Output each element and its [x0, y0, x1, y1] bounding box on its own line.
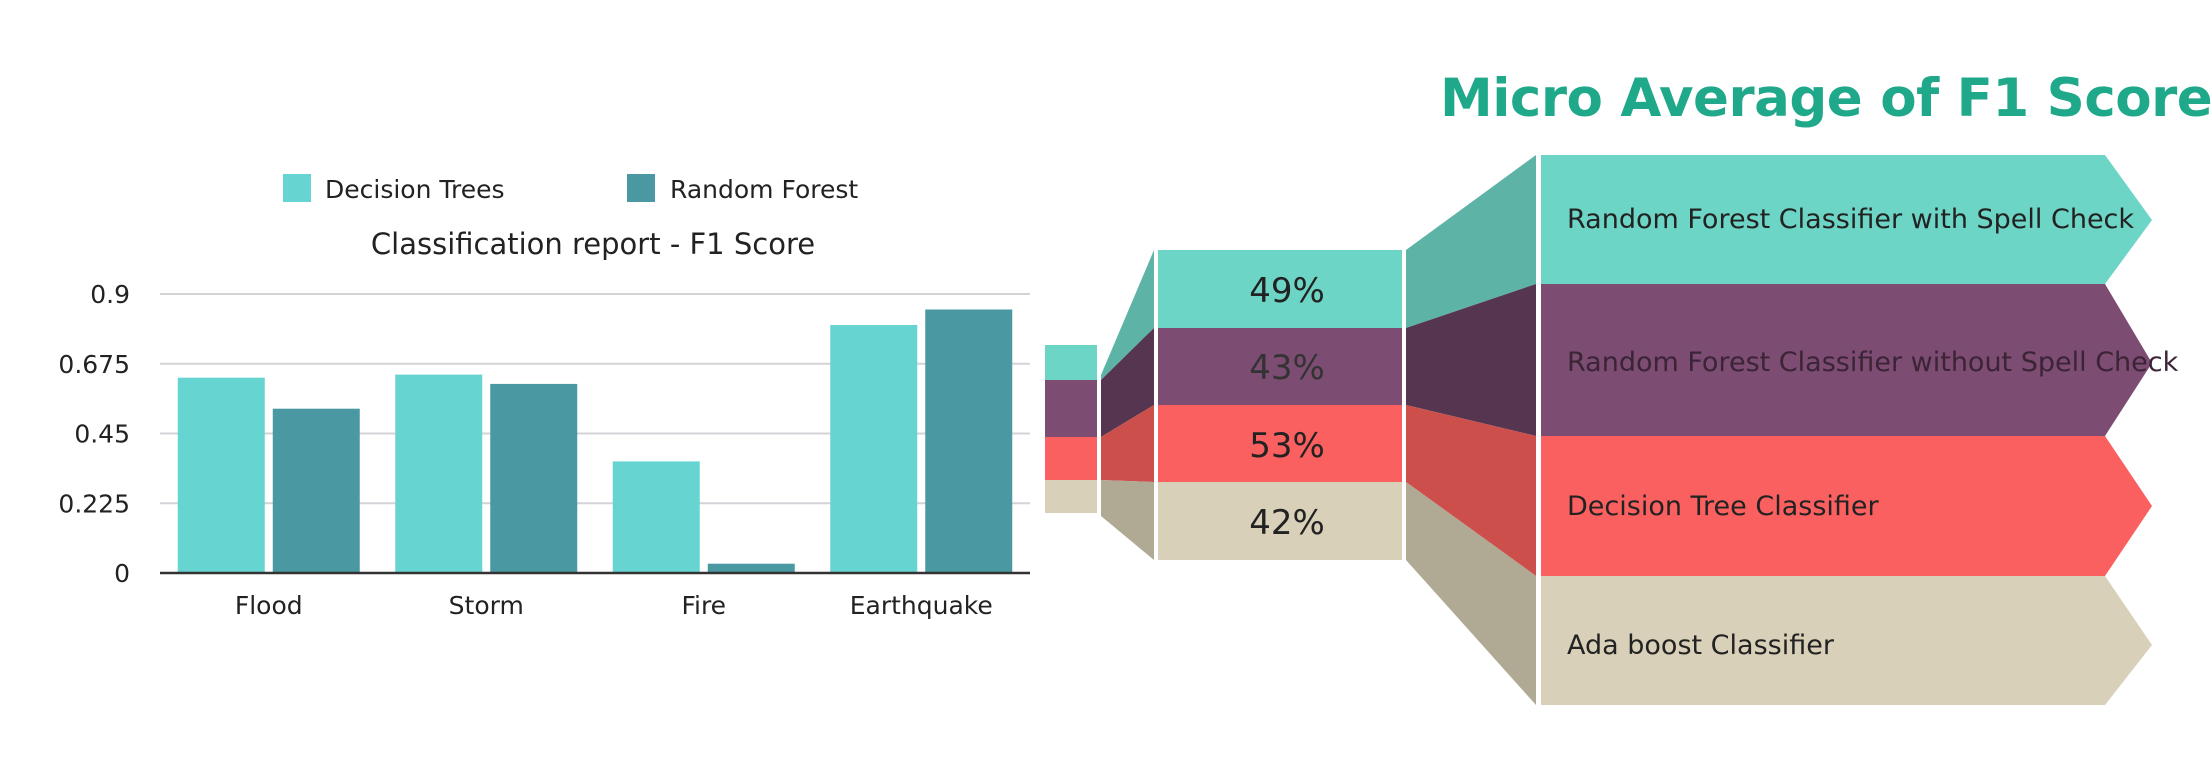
legend-swatch-random-forest: [627, 174, 655, 202]
bar-chart-title: Classification report - F1 Score: [371, 227, 815, 261]
bar-random-forest-fire: [707, 563, 795, 573]
small-stack-red: [1045, 437, 1097, 480]
label-rf-no-spell-check: Random Forest Classifier without Spell C…: [1567, 347, 2179, 378]
arrow-ada-boost: [1541, 576, 2152, 705]
arrow-rf-no-spell-check: [1541, 284, 2152, 436]
value-label-rf-no-spell-check: 43%: [1249, 348, 1325, 388]
y-tick-label: 0.675: [58, 350, 130, 379]
bar-decision-trees-earthquake: [830, 325, 918, 573]
label-ada-boost: Ada boost Classifier: [1567, 630, 1835, 661]
bar-random-forest-storm: [490, 383, 578, 573]
value-label-rf-spell-check: 49%: [1249, 271, 1325, 311]
y-axis-ticks: 0.9 0.675 0.45 0.225 0: [58, 280, 130, 588]
micro-average-title: Micro Average of F1 Score: [1440, 68, 2212, 129]
small-stack-purple: [1045, 380, 1097, 437]
flow-left-purple: [1101, 328, 1154, 437]
bar-decision-trees-flood: [177, 377, 265, 573]
value-label-ada-boost: 42%: [1249, 503, 1325, 543]
flow-right-teal: [1406, 155, 1536, 328]
bar-random-forest-flood: [272, 408, 360, 573]
value-cell-beige: [1158, 482, 1402, 560]
x-tick-label: Earthquake: [850, 591, 993, 620]
flow-right-red: [1406, 405, 1536, 576]
bar-decision-trees-storm: [395, 374, 483, 573]
x-tick-label: Fire: [681, 591, 726, 620]
legend-label-random-forest: Random Forest: [670, 175, 858, 204]
small-stack-teal: [1045, 345, 1097, 380]
label-rf-spell-check: Random Forest Classifier with Spell Chec…: [1567, 204, 2134, 235]
chart-legend: Decision Trees Random Forest: [283, 174, 858, 204]
y-tick-label: 0: [114, 559, 130, 588]
small-stack-beige: [1045, 480, 1097, 513]
arrow-decision-tree: [1541, 436, 2152, 576]
x-tick-label: Storm: [449, 591, 524, 620]
legend-label-decision-trees: Decision Trees: [325, 175, 505, 204]
label-decision-tree: Decision Tree Classifier: [1567, 491, 1880, 522]
bars: [177, 309, 1013, 573]
value-cell-purple: [1158, 328, 1402, 405]
flow-right-beige: [1406, 482, 1536, 705]
flow-left-red: [1101, 405, 1154, 482]
bar-decision-trees-fire: [612, 461, 700, 573]
flow-left-beige: [1101, 480, 1154, 560]
x-tick-label: Flood: [235, 591, 303, 620]
funnel-infographic: 49% 43% 53% 42% Random Forest Classifier…: [1045, 155, 2179, 705]
bar-chart: Decision Trees Random Forest Classificat…: [58, 174, 1030, 620]
y-tick-label: 0.45: [74, 420, 130, 449]
x-axis-ticks: Flood Storm Fire Earthquake: [235, 591, 993, 620]
legend-swatch-decision-trees: [283, 174, 311, 202]
y-tick-label: 0.225: [58, 489, 130, 518]
value-cell-teal: [1158, 250, 1402, 328]
value-cell-red: [1158, 405, 1402, 482]
value-label-decision-tree: 53%: [1249, 426, 1325, 466]
flow-left-teal: [1101, 250, 1154, 380]
flow-right-purple: [1406, 284, 1536, 436]
y-tick-label: 0.9: [90, 280, 130, 309]
bar-random-forest-earthquake: [925, 309, 1013, 573]
arrow-rf-spell-check: [1541, 155, 2152, 284]
